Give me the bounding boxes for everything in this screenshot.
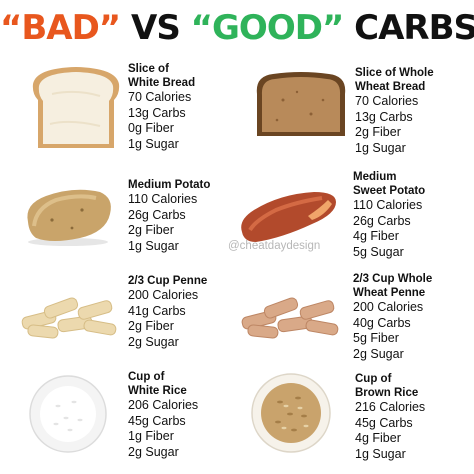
- item-name-line2: Wheat Bread: [355, 81, 426, 93]
- sugar-value: 2g Sugar: [128, 444, 179, 459]
- sugar-value: 1g Sugar: [355, 446, 406, 461]
- item-name-line1: Slice of Whole: [355, 67, 434, 79]
- fiber-value: 5g Fiber: [353, 331, 399, 345]
- white-rice-image: [29, 375, 107, 453]
- carbs-value: 40g Carbs: [353, 315, 411, 330]
- fiber-value: 4g Fiber: [355, 431, 401, 445]
- calories-value: 70 Calories: [355, 94, 419, 108]
- white-bread-image: [32, 67, 120, 148]
- good-item-4: Cup of Brown Rice 216 Calories 45g Carbs…: [355, 372, 425, 462]
- sugar-value: 2g Sugar: [128, 334, 179, 349]
- calories-value: 200 Calories: [128, 288, 199, 302]
- potato-image: [27, 189, 111, 246]
- fiber-value: 2g Fiber: [128, 319, 174, 333]
- calories-value: 70 Calories: [128, 90, 192, 104]
- carbs-value: 26g Carbs: [353, 213, 411, 228]
- calories-value: 110 Calories: [353, 198, 423, 212]
- title-bad: “BAD”: [0, 8, 121, 48]
- watermark-text: @cheatdaydesign: [228, 240, 321, 252]
- bad-item-1: Slice of White Bread 70 Calories 13g Car…: [128, 62, 195, 152]
- sugar-value: 1g Sugar: [355, 140, 406, 155]
- item-name-line2: White Rice: [128, 385, 187, 397]
- good-item-1: Slice of Whole Wheat Bread 70 Calories 1…: [355, 66, 434, 156]
- item-name-line2: Sweet Potato: [353, 185, 426, 197]
- bad-item-3: 2/3 Cup Penne 200 Calories 41g Carbs 2g …: [128, 274, 207, 350]
- item-name-line1: Medium Potato: [128, 179, 211, 191]
- brown-rice-image: [251, 373, 331, 453]
- fiber-value: 2g Fiber: [355, 125, 401, 139]
- item-name-line1: Slice of: [128, 63, 169, 75]
- fiber-value: 0g Fiber: [128, 121, 174, 135]
- sugar-value: 5g Sugar: [353, 244, 404, 259]
- fiber-value: 2g Fiber: [128, 223, 174, 237]
- bad-item-4: Cup of White Rice 206 Calories 45g Carbs…: [128, 370, 198, 460]
- title-carbs: CARBS: [354, 8, 474, 48]
- carbs-value: 13g Carbs: [128, 105, 186, 120]
- bad-item-2: Medium Potato 110 Calories 26g Carbs 2g …: [128, 178, 210, 254]
- item-name-line2: Brown Rice: [355, 387, 419, 399]
- carbs-value: 45g Carbs: [128, 413, 186, 428]
- item-name-line1: Medium: [353, 171, 397, 183]
- fiber-value: 1g Fiber: [128, 429, 174, 443]
- calories-value: 200 Calories: [353, 300, 424, 314]
- white-penne-image: [21, 297, 117, 339]
- item-name-line1: Cup of: [128, 371, 165, 383]
- carbs-value: 13g Carbs: [355, 109, 413, 124]
- title-good: “GOOD”: [190, 8, 345, 48]
- whole-wheat-bread-image: [256, 72, 346, 136]
- sweet-potato-image: [241, 192, 336, 242]
- item-name-line2: White Bread: [128, 77, 196, 89]
- carbs-value: 41g Carbs: [128, 303, 186, 318]
- carbs-value: 45g Carbs: [355, 415, 413, 430]
- item-name-line2: Wheat Penne: [353, 287, 426, 299]
- carbs-value: 26g Carbs: [128, 207, 186, 222]
- sugar-value: 1g Sugar: [128, 238, 179, 253]
- calories-value: 110 Calories: [128, 192, 198, 206]
- item-name-line1: Cup of: [355, 373, 392, 385]
- sugar-value: 1g Sugar: [128, 136, 179, 151]
- good-item-2: Medium Sweet Potato 110 Calories 26g Car…: [353, 170, 425, 260]
- calories-value: 216 Calories: [355, 400, 426, 414]
- page-title: “BAD” VS “GOOD” CARBS: [0, 4, 474, 52]
- good-item-3: 2/3 Cup Whole Wheat Penne 200 Calories 4…: [353, 272, 432, 362]
- fiber-value: 4g Fiber: [353, 229, 399, 243]
- whole-wheat-penne-image: [241, 297, 339, 339]
- item-name-line1: 2/3 Cup Whole: [353, 273, 433, 285]
- item-name-line1: 2/3 Cup Penne: [128, 275, 208, 287]
- sugar-value: 2g Sugar: [353, 346, 404, 361]
- title-vs: VS: [131, 8, 181, 48]
- calories-value: 206 Calories: [128, 398, 199, 412]
